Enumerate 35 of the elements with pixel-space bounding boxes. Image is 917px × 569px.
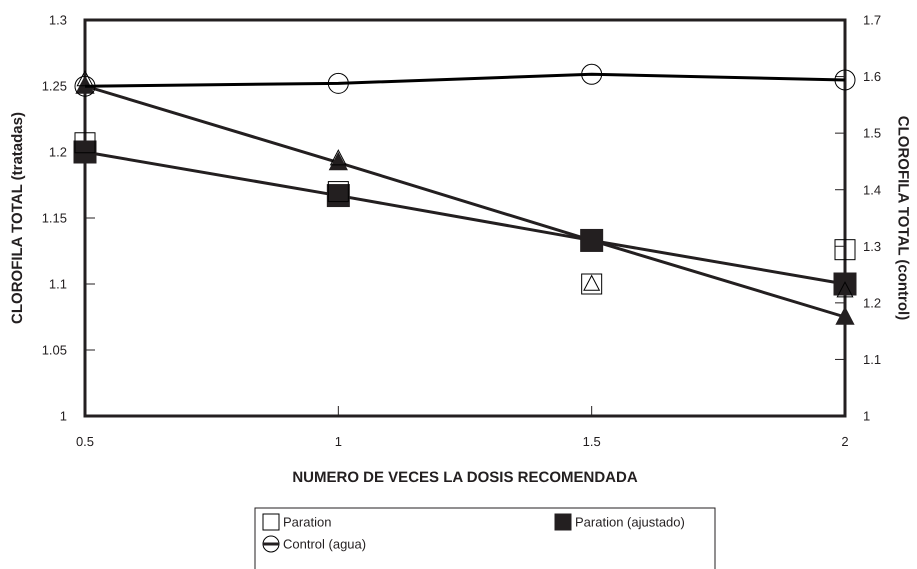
y-tick-label: 1.25 (42, 78, 67, 94)
y2-tick-label: 1.2 (863, 295, 882, 310)
y2-tick-label: 1 (863, 408, 870, 424)
point (581, 64, 602, 85)
y2-tick-label: 1.5 (863, 126, 882, 141)
y2-tick-label: 1.4 (863, 182, 882, 198)
point (74, 132, 96, 154)
legend-label: Paration (ajustado) (575, 514, 685, 530)
point (834, 272, 856, 296)
y2-axis-title: CLOROFILA TOTAL (control) (894, 116, 912, 320)
y2-tick-label: 1.7 (863, 12, 882, 28)
y2-tick-label: 1.1 (863, 352, 882, 367)
y-axis-title: CLOROFILA TOTAL (tratadas) (9, 112, 26, 324)
y2-tick-label: 1.3 (863, 238, 882, 254)
x-tick-label: 2 (841, 434, 849, 449)
point (834, 69, 856, 90)
point (328, 72, 349, 94)
legend-label: Paration (283, 514, 332, 530)
y-tick-label: 1.05 (42, 342, 67, 358)
x-tick-label: 0.5 (76, 434, 94, 449)
y-tick-label: 1.1 (48, 276, 67, 292)
y-tick-label: 1.15 (42, 210, 67, 226)
point (328, 181, 349, 202)
y2-tick-label: 1.6 (863, 69, 882, 84)
x-axis-title: NUMERO DE VECES LA DOSIS RECOMENDADA (292, 469, 638, 486)
x-tick-label: 1 (334, 434, 342, 449)
y-tick-label: 1.2 (48, 144, 67, 160)
y-tick-label: 1.3 (48, 12, 67, 28)
y-tick-label: 1 (60, 408, 67, 424)
x-tick-label: 1.5 (582, 434, 601, 449)
point (834, 239, 856, 260)
legend-label: Control (agua) (283, 536, 366, 552)
point (581, 274, 602, 294)
point (329, 152, 348, 170)
point (330, 150, 347, 166)
